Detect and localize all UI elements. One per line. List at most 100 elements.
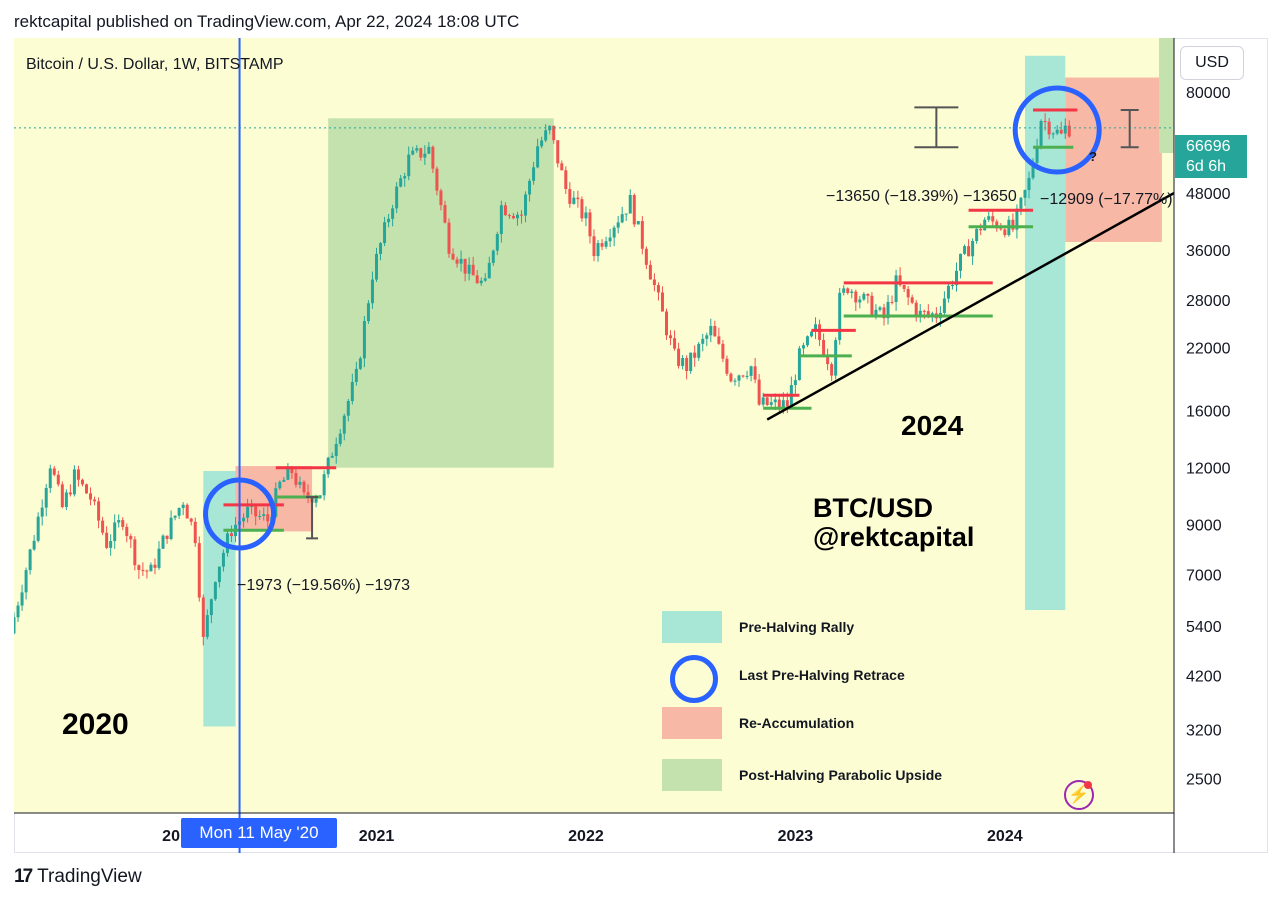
candle <box>246 498 250 523</box>
candle-body <box>528 180 532 195</box>
candle-body <box>173 515 177 518</box>
candle <box>870 292 874 317</box>
candle <box>862 292 866 301</box>
candle <box>177 507 181 519</box>
measure-bracket-2024-left <box>914 106 959 149</box>
candle <box>560 160 564 171</box>
lightning-icon[interactable]: ⚡ <box>1064 780 1094 810</box>
candle-body <box>592 236 596 257</box>
legend-swatch-retrace <box>662 655 722 703</box>
candle <box>56 470 60 487</box>
candle-body <box>97 501 101 521</box>
candle <box>725 355 729 377</box>
y-tick-label: 2500 <box>1186 771 1222 788</box>
candle <box>447 218 451 258</box>
candle-body <box>463 258 467 274</box>
candle <box>846 287 850 295</box>
candle <box>576 190 580 208</box>
candle <box>902 284 906 293</box>
x-tick-label: 2023 <box>778 828 814 845</box>
candle <box>652 273 656 292</box>
candle <box>640 216 644 255</box>
watermark: BTC/USD @rektcapital <box>813 494 974 552</box>
candle-body <box>383 222 387 244</box>
candle-body <box>797 348 801 381</box>
candle-body <box>520 214 523 216</box>
candle <box>648 260 652 280</box>
candle <box>741 374 745 378</box>
candle-body <box>713 325 717 337</box>
candle-body <box>141 569 145 571</box>
candle-body <box>862 293 866 300</box>
candle <box>28 548 32 575</box>
candle-body <box>230 533 233 537</box>
candle <box>89 487 93 506</box>
candle <box>411 146 415 156</box>
candle-body <box>129 536 133 540</box>
x-tick-label: 2021 <box>359 828 395 845</box>
candle <box>383 216 387 247</box>
tradingview-brand: TradingView <box>37 866 142 887</box>
candle-body <box>636 221 640 225</box>
x-axis[interactable]: 20 2021 2022 2023 2024 <box>14 812 1174 845</box>
tradingview-logo[interactable]: 17 TradingView <box>14 866 142 888</box>
candle <box>665 308 668 340</box>
candle-body <box>544 130 548 141</box>
candle-body <box>1055 129 1059 134</box>
candle-body <box>677 348 681 366</box>
candle <box>701 333 705 352</box>
y-axis[interactable]: 80000 48000 36000 28000 22000 16000 12000 9000 7… <box>1173 38 1231 853</box>
candle <box>419 147 423 161</box>
candle-body <box>507 215 511 217</box>
price-chart[interactable]: 80000 48000 36000 28000 22000 16000 12000 9000 7… <box>14 38 1268 853</box>
last-price-tag: 66696 6d 6h <box>1175 135 1247 178</box>
candle <box>1059 121 1063 135</box>
candle <box>858 295 862 309</box>
candle-body <box>278 481 282 489</box>
candle-body <box>540 140 544 147</box>
candle-body <box>109 541 113 548</box>
candle-body <box>40 507 44 517</box>
candle-body <box>515 214 519 219</box>
candle-body <box>435 168 439 191</box>
candle-body <box>370 279 374 304</box>
watermark-handle: @rektcapital <box>813 522 975 552</box>
candle-body <box>459 258 463 264</box>
crosshair-date-label: Mon 11 May '20 <box>181 818 337 848</box>
candle <box>455 256 459 268</box>
currency-button[interactable]: USD <box>1180 46 1244 80</box>
candle-body <box>765 397 769 405</box>
candle-body <box>483 278 487 281</box>
candle-body <box>914 302 918 316</box>
candle-body <box>403 176 407 179</box>
candle <box>588 209 592 244</box>
candle <box>520 210 523 224</box>
candle <box>40 499 44 526</box>
candle-body <box>362 321 366 359</box>
candle <box>818 319 822 347</box>
candle-body <box>665 311 668 336</box>
candle-body <box>314 498 318 503</box>
candle-body <box>580 199 584 219</box>
candle-body <box>479 280 483 284</box>
candle <box>185 503 189 519</box>
candle-body <box>189 518 193 522</box>
candle <box>556 140 560 168</box>
candle <box>963 244 967 255</box>
tradingview-mark-icon: 17 <box>14 866 33 887</box>
candle-body <box>971 240 975 257</box>
candle <box>221 549 225 572</box>
y-tick-label: 3200 <box>1186 723 1222 740</box>
candle <box>230 525 233 543</box>
candle <box>451 248 455 261</box>
candle-body <box>572 197 576 204</box>
candle-body <box>942 298 946 313</box>
candle-body <box>918 310 922 316</box>
candle-body <box>294 473 298 485</box>
candle-body <box>443 205 447 223</box>
legend-swatch-rally <box>662 611 722 643</box>
y-tick-label: 7000 <box>1186 567 1222 584</box>
candle <box>842 285 846 296</box>
y-tick-label: 12000 <box>1186 461 1231 478</box>
candle <box>201 594 205 646</box>
